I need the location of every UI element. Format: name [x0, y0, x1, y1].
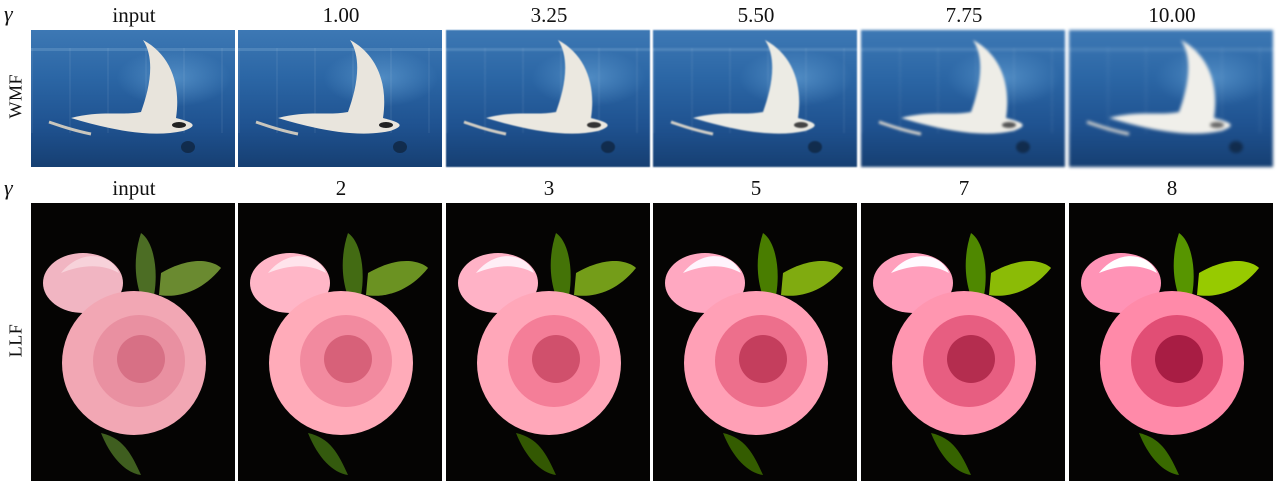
image-tile-llf-2: [238, 203, 442, 481]
gamma-symbol-row1: γ: [4, 1, 13, 26]
row-label-llf: LLF: [5, 323, 26, 358]
column-header: 5.50: [737, 3, 775, 27]
column-header: input: [112, 176, 156, 200]
image-tile-wmf-input: [31, 30, 235, 167]
column-header: 3: [543, 176, 555, 200]
image-tile-wmf-3.25: [446, 30, 650, 167]
column-header: 8: [1166, 176, 1178, 200]
image-tile-llf-5: [653, 203, 857, 481]
image-tile-wmf-7.75: [861, 30, 1065, 167]
image-tile-wmf-1.00: [238, 30, 442, 167]
column-header: 7: [958, 176, 970, 200]
column-header: 5: [750, 176, 762, 200]
row-label-wmf: WMF: [5, 73, 26, 119]
image-tile-llf-input: [31, 203, 235, 481]
image-tile-wmf-10.00: [1069, 30, 1273, 167]
column-header: 7.75: [945, 3, 983, 27]
image-tile-llf-7: [861, 203, 1065, 481]
image-tile-wmf-5.50: [653, 30, 857, 167]
column-header: 3.25: [530, 3, 568, 27]
image-tile-llf-3: [446, 203, 650, 481]
gamma-symbol-row2: γ: [4, 175, 13, 200]
column-header: 2: [335, 176, 347, 200]
column-header: 1.00: [322, 3, 360, 27]
column-header: 10.00: [1148, 3, 1196, 27]
column-header: input: [112, 3, 156, 27]
image-tile-llf-8: [1069, 203, 1273, 481]
